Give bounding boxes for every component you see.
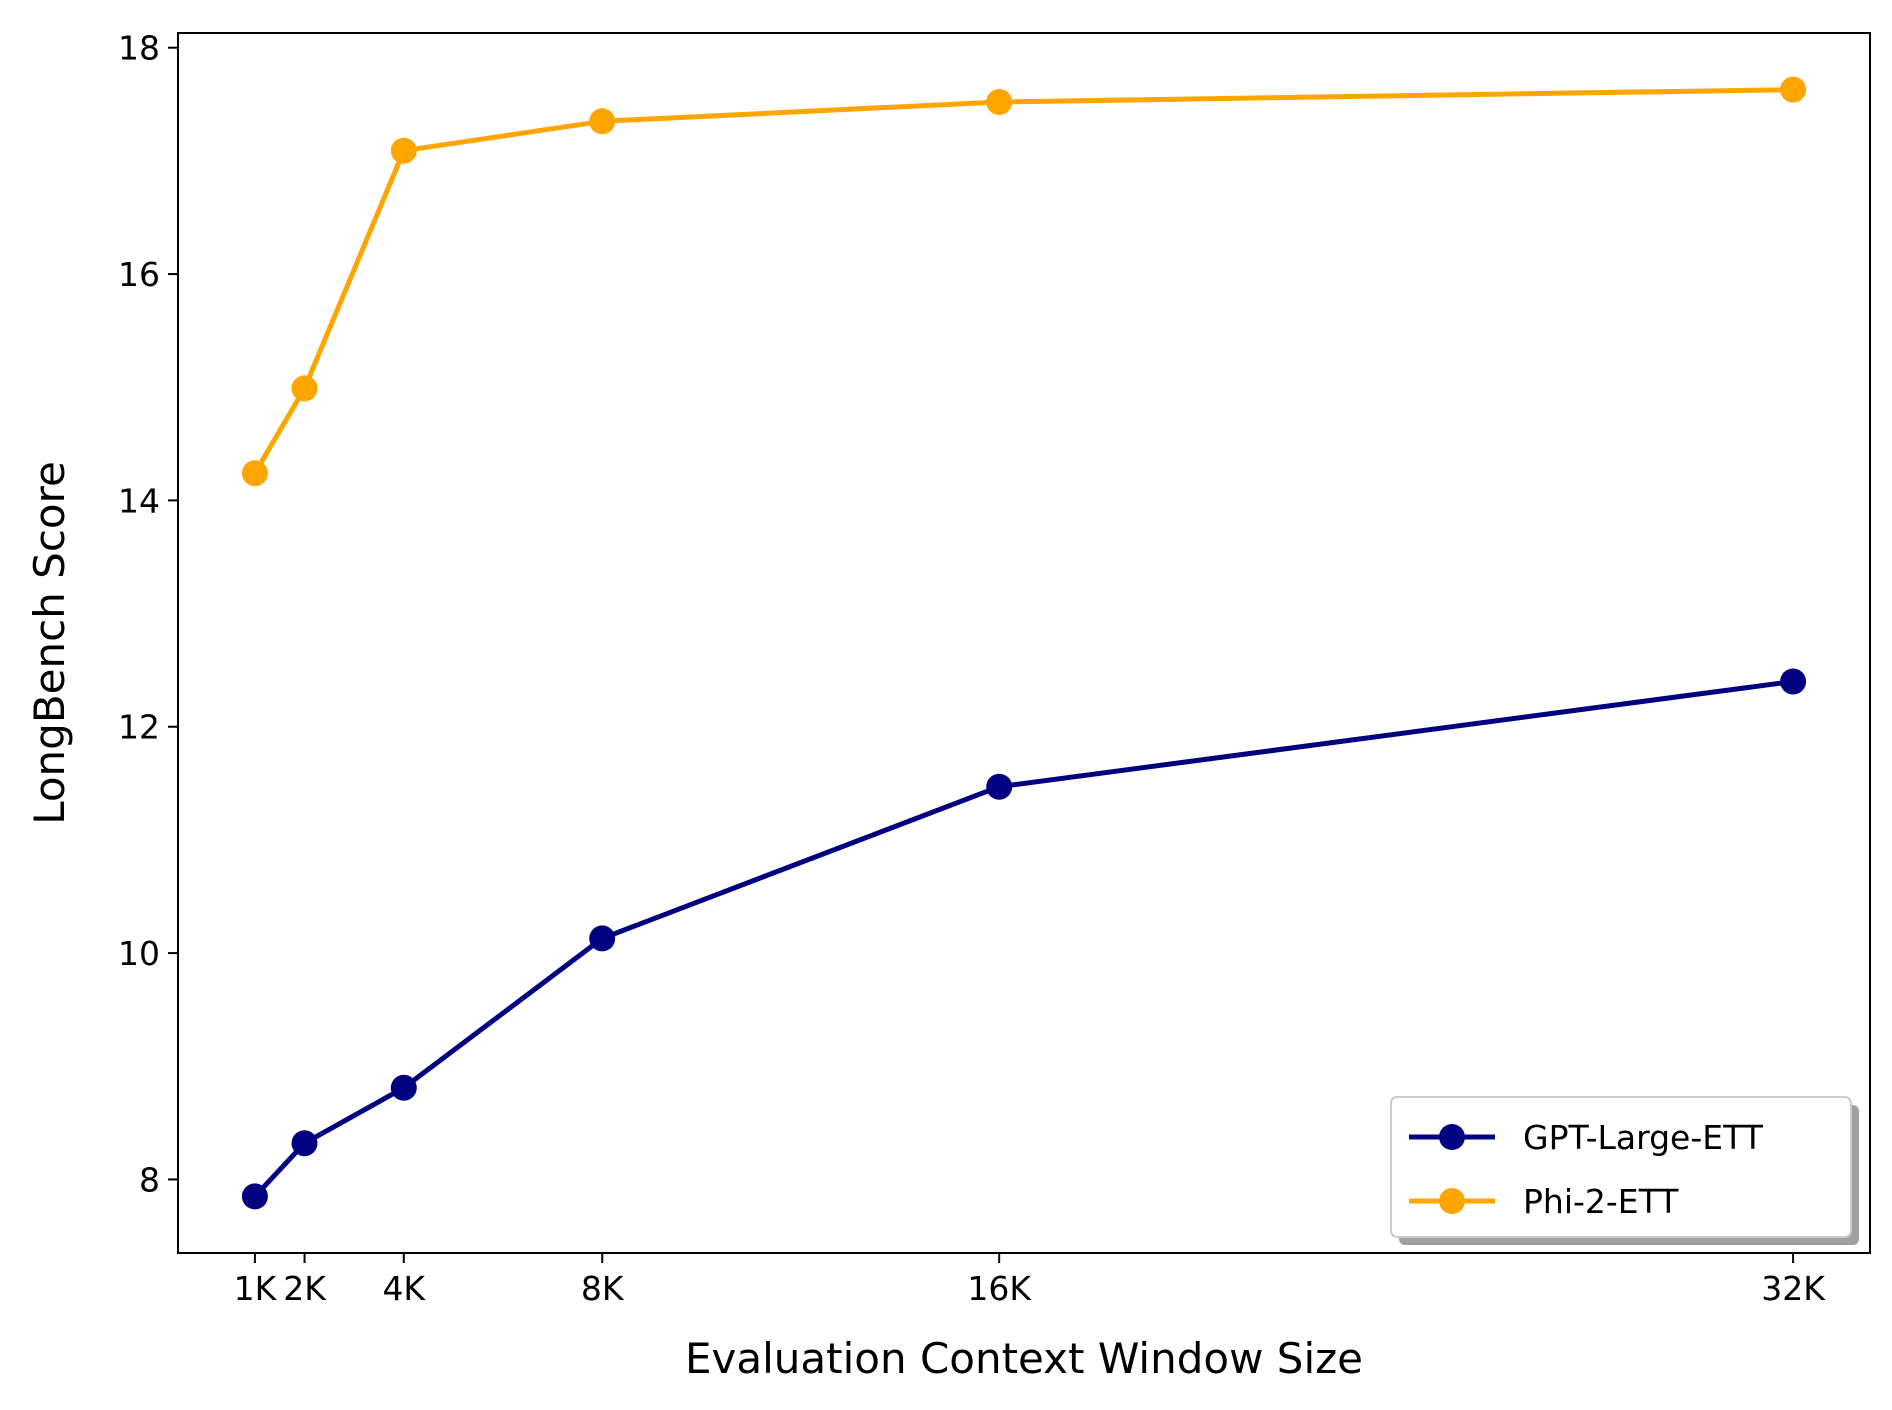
x-tick-label: 32K [1761, 1269, 1826, 1308]
y-tick-label: 14 [118, 481, 160, 520]
data-point [986, 773, 1013, 800]
data-point [291, 375, 318, 402]
x-axis-title: Evaluation Context Window Size [685, 1334, 1363, 1383]
data-point [1780, 76, 1807, 103]
legend: GPT-Large-ETT Phi-2-ETT [1390, 1096, 1859, 1245]
y-tick-label: 18 [118, 29, 160, 68]
data-point [390, 137, 417, 164]
x-tick-label: 1K [234, 1269, 278, 1308]
legend-box [1390, 1096, 1852, 1238]
plot-frame [177, 32, 1871, 1254]
data-point [986, 89, 1013, 115]
y-tick-label: 16 [118, 255, 160, 294]
y-tick-label: 12 [118, 708, 160, 747]
data-point [589, 925, 616, 952]
y-axis-title: LongBench Score [25, 461, 74, 825]
y-axis: 8 10 12 14 16 18 [118, 29, 178, 1199]
legend-label: GPT-Large-ETT [1523, 1118, 1764, 1157]
data-point [390, 1074, 417, 1101]
legend-label: Phi-2-ETT [1523, 1182, 1679, 1221]
data-point [1780, 668, 1807, 695]
series-layer [241, 76, 1807, 1210]
x-tick-label: 8K [581, 1269, 625, 1308]
legend-swatch-marker [1439, 1124, 1465, 1150]
plot-area [178, 33, 1870, 1253]
x-tick-label: 4K [382, 1269, 426, 1308]
data-point [241, 1183, 268, 1210]
y-tick-label: 10 [118, 934, 160, 973]
x-tick-label: 16K [967, 1269, 1032, 1308]
data-point [241, 460, 268, 487]
y-tick-label: 8 [139, 1160, 160, 1199]
data-point [589, 108, 616, 135]
data-point [291, 1130, 318, 1157]
series-line-1 [252, 87, 1796, 476]
x-tick-label: 2K [283, 1269, 327, 1308]
legend-swatch-marker [1439, 1188, 1465, 1214]
x-axis: 1K 2K 4K 8K 16K 32K [234, 1253, 1826, 1308]
